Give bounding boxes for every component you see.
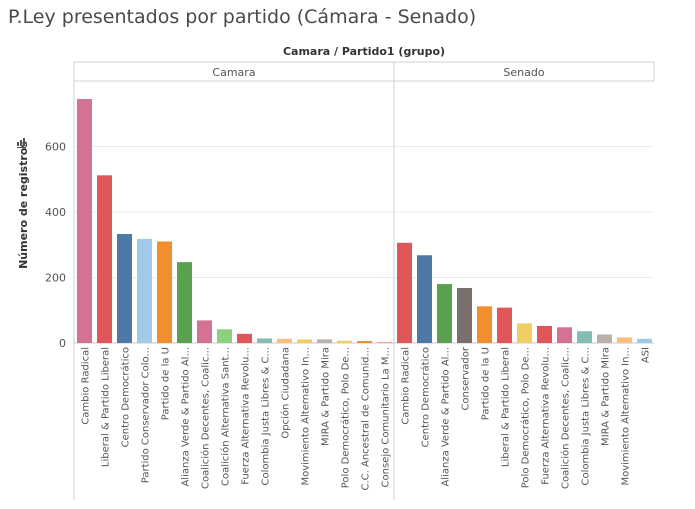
bar[interactable] (117, 233, 132, 343)
x-tick-label: Coalición Alternativa Sant... (220, 347, 232, 486)
bar[interactable] (577, 331, 592, 343)
bar[interactable] (537, 325, 552, 343)
y-tick-label: 0 (59, 337, 66, 350)
bar[interactable] (637, 338, 652, 343)
y-tick-label: 400 (45, 206, 66, 219)
x-tick-label: ASI (641, 347, 652, 363)
x-tick-label: Consejo Comunitario La M... (381, 347, 392, 487)
x-tick-label: C.C. Ancestral de Comunid... (361, 347, 372, 491)
bar[interactable] (517, 323, 532, 343)
bar[interactable] (617, 337, 632, 343)
bar[interactable] (317, 339, 332, 343)
x-tick-label: Colombia Justa Libres & C... (261, 347, 272, 486)
sort-icon[interactable] (17, 138, 26, 148)
y-axis-title-group: Número de registros (17, 141, 30, 269)
bar[interactable] (237, 333, 252, 343)
bar[interactable] (437, 284, 452, 343)
x-tick-label: Alianza Verde & Partido Al... (181, 347, 192, 487)
bar[interactable] (417, 255, 432, 343)
bar[interactable] (77, 99, 92, 343)
y-tick-label: 200 (45, 272, 66, 285)
x-tick-label: MIRA & Partido Mira (601, 347, 612, 446)
bar[interactable] (137, 238, 152, 343)
bar[interactable] (497, 307, 512, 343)
x-tick-label: Conservador (461, 346, 472, 410)
bar[interactable] (297, 339, 312, 343)
bar[interactable] (357, 341, 372, 343)
x-tick-label: Partido de la U (161, 347, 172, 420)
page-title: P.Ley presentados por partido (Cámara - … (8, 6, 477, 28)
x-tick-label: Colombia Justa Libres & C... (581, 347, 592, 486)
x-tick-label: Polo Democrático, Polo De... (340, 347, 352, 488)
bar[interactable] (457, 287, 472, 343)
x-tick-label: Centro Democrático (120, 347, 132, 447)
y-tick-label: 600 (45, 141, 66, 154)
bar[interactable] (217, 329, 232, 343)
x-tick-label: Coalición Decentes, Coalic... (200, 347, 212, 489)
x-tick-label: Fuerza Alternativa Revolu... (541, 347, 552, 485)
x-tick-label: Centro Democrático (420, 347, 432, 447)
x-tick-label: Coalición Decentes, Coalic... (560, 347, 572, 489)
x-tick-label: Alianza Verde & Partido Al... (441, 347, 452, 487)
panel-header-camara: Camara (212, 66, 255, 79)
y-axis-title: Número de registros (17, 141, 30, 269)
bar[interactable] (377, 342, 392, 343)
x-tick-label: Cambio Radical (401, 347, 412, 425)
x-tick-label: Cambio Radical (81, 347, 92, 425)
panel-header-senado: Senado (503, 66, 544, 79)
bar[interactable] (177, 262, 192, 343)
bar[interactable] (337, 340, 352, 343)
bar[interactable] (257, 338, 272, 343)
x-tick-label: Partido de la U (481, 347, 492, 420)
bar[interactable] (397, 242, 412, 343)
x-tick-label: Polo Democrático, Polo De... (520, 347, 532, 488)
bar[interactable] (197, 320, 212, 343)
x-tick-label: Movimiento Alternativo In... (301, 347, 312, 486)
x-tick-label: Liberal & Partido Liberal (101, 347, 112, 467)
bar[interactable] (557, 327, 572, 343)
x-tick-label: MIRA & Partido Mira (321, 347, 332, 446)
bar[interactable] (597, 334, 612, 343)
x-tick-label: Fuerza Alternativa Revolu... (241, 347, 252, 485)
x-tick-label: Partido Conservador Colo... (141, 347, 152, 483)
bar[interactable] (157, 241, 172, 343)
bar[interactable] (277, 338, 292, 343)
x-tick-label: Movimiento Alternativo In... (621, 347, 632, 486)
column-header: Camara / Partido1 (grupo) (283, 45, 445, 58)
bar[interactable] (97, 175, 112, 343)
bar[interactable] (477, 306, 492, 343)
x-tick-label: Liberal & Partido Liberal (501, 347, 512, 467)
x-tick-label: Opción Ciudadana (280, 347, 292, 439)
